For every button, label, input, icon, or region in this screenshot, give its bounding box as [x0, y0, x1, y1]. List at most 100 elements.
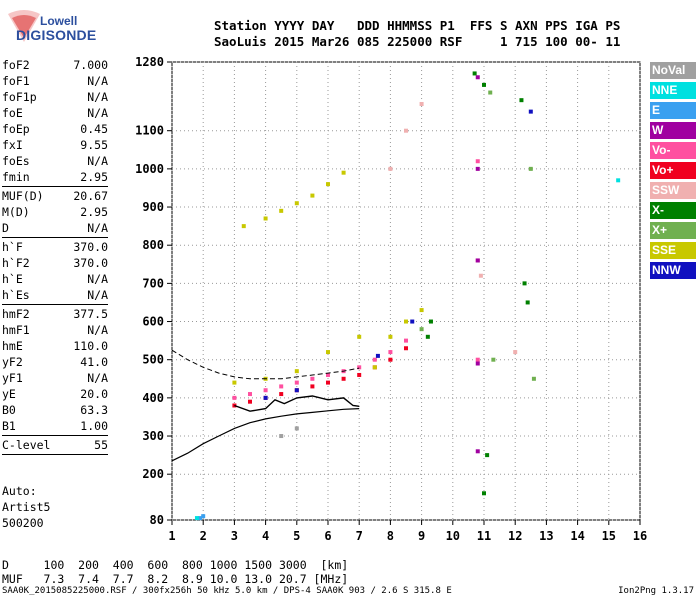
data-point-sse	[294, 369, 299, 374]
param-value: 0.45	[80, 122, 108, 136]
param-row: foF2 7.000	[2, 57, 108, 73]
param-row: M(D) 2.95	[2, 204, 108, 220]
legend-item-sse: SSE	[650, 242, 696, 259]
param-name: foF2	[2, 58, 30, 72]
y-tick-label: 1280	[135, 55, 164, 69]
data-point-vo-	[341, 376, 346, 381]
parameter-panel: foF2 7.000 foF1 N/A foF1p N/A foE N/A foEp 0.45 fx…	[2, 57, 108, 456]
data-point-sse	[263, 216, 268, 221]
data-point-sse	[372, 365, 377, 370]
x-tick-label: 4	[262, 529, 269, 543]
param-row: B0 63.3	[2, 402, 108, 418]
data-point-sse	[326, 350, 330, 355]
param-row: yF1 N/A	[2, 370, 108, 386]
version-label: Ion2Png 1.3.17	[618, 586, 694, 596]
topside-profile-dashed-line	[171, 349, 360, 380]
x-tick-label: 3	[231, 529, 238, 543]
y-tick-label: 300	[142, 429, 164, 443]
param-row: fmin 2.95	[2, 169, 108, 185]
param-row: h`E N/A	[2, 271, 108, 287]
data-point-x-	[491, 357, 496, 362]
artist-name: Artist5	[2, 500, 51, 514]
param-name: fmin	[2, 170, 30, 184]
param-row: foF1 N/A	[2, 73, 108, 89]
legend-item-nne: NNE	[650, 82, 696, 99]
param-value: 1.00	[80, 419, 108, 433]
data-point-sse	[404, 319, 408, 324]
param-name: h`F	[2, 240, 23, 254]
data-point-vo-	[475, 159, 480, 164]
artist-version: 500200	[2, 516, 44, 530]
data-point-x-	[522, 281, 527, 286]
param-value: N/A	[87, 90, 108, 104]
data-point-vo-	[310, 384, 315, 389]
data-point-ssw	[404, 128, 408, 133]
y-tick-label: 600	[142, 315, 164, 329]
data-point-w	[475, 75, 480, 80]
param-value: 9.55	[80, 138, 108, 152]
x-tick-label: 8	[387, 529, 394, 543]
x-tick-label: 15	[602, 529, 616, 543]
y-tick-label: 400	[142, 391, 164, 405]
param-name: h`F2	[2, 256, 30, 270]
param-name: B0	[2, 403, 16, 417]
param-value: 377.5	[73, 307, 108, 321]
param-name: hmF1	[2, 323, 30, 337]
param-value: N/A	[87, 272, 108, 286]
param-row: yE 20.0	[2, 386, 108, 402]
param-value: 370.0	[73, 256, 108, 270]
data-point-x-	[519, 98, 524, 103]
param-name: M(D)	[2, 205, 30, 219]
param-row: C-level 55	[2, 437, 108, 453]
legend-item-noval: NoVal	[650, 62, 696, 79]
param-name: foF1p	[2, 90, 37, 104]
plot-frame	[171, 61, 641, 521]
param-name: yE	[2, 387, 16, 401]
param-row: D N/A	[2, 220, 108, 236]
x-tick-label: 9	[418, 529, 425, 543]
param-row: fxI 9.55	[2, 137, 108, 153]
data-point-vo-	[294, 380, 299, 385]
data-point-vo-	[404, 338, 408, 343]
data-point-w	[475, 258, 480, 263]
station-header: Station YYYY DAY DDD HHMMSS P1 FFS S AXN…	[214, 18, 620, 50]
x-tick-label: 6	[324, 529, 331, 543]
legend-item-w: W	[650, 122, 696, 139]
data-point-sse	[419, 308, 424, 313]
param-value: 370.0	[73, 240, 108, 254]
logo-line2: DIGISONDE	[16, 27, 97, 43]
digisonde-logo: Lowell DIGISONDE	[4, 8, 164, 52]
param-name: foEs	[2, 154, 30, 168]
data-point-x-	[425, 334, 430, 339]
param-row: h`F 370.0	[2, 239, 108, 255]
data-point-nnw	[528, 109, 533, 114]
data-point-vo-	[248, 392, 252, 397]
param-divider	[2, 304, 108, 305]
data-point-w	[475, 361, 480, 366]
logo-line1: Lowell	[40, 14, 78, 28]
param-name: h`Es	[2, 288, 30, 302]
param-value: 20.67	[73, 189, 108, 203]
data-point-x-	[428, 319, 433, 324]
x-tick-label: 7	[356, 529, 363, 543]
y-tick-label: 700	[142, 276, 164, 290]
data-point-vo-	[263, 388, 268, 393]
param-value: 2.95	[80, 205, 108, 219]
param-value: N/A	[87, 288, 108, 302]
data-point-vo-	[326, 372, 330, 377]
param-row: hmE 110.0	[2, 338, 108, 354]
data-point-vo-	[279, 392, 284, 397]
param-value: 110.0	[73, 339, 108, 353]
data-point-vo-	[372, 357, 377, 362]
param-value: N/A	[87, 154, 108, 168]
artist-label: Auto:	[2, 484, 37, 498]
param-value: N/A	[87, 323, 108, 337]
param-name: C-level	[2, 438, 51, 452]
param-row: hmF2 377.5	[2, 306, 108, 322]
data-point-ssw	[513, 350, 518, 355]
data-point-vo-	[248, 399, 252, 404]
x-tick-label: 11	[477, 529, 491, 543]
param-divider	[2, 237, 108, 238]
param-divider	[2, 454, 108, 455]
